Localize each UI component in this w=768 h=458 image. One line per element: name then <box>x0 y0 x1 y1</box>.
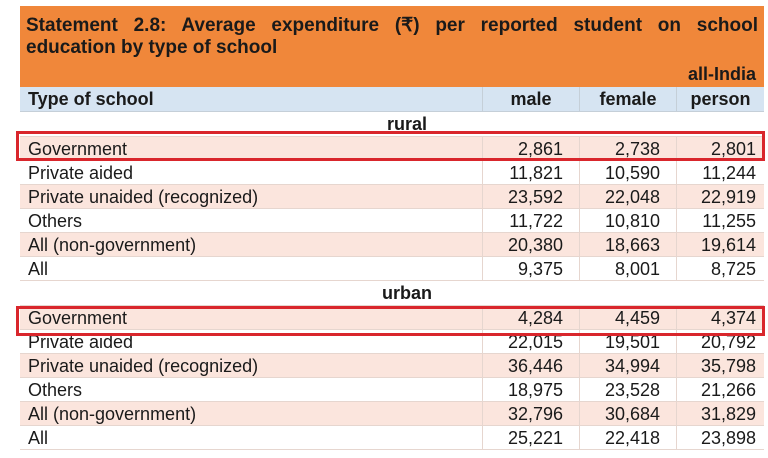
cell-type: Government <box>28 308 128 328</box>
cell-male: 4,284 <box>482 306 579 329</box>
cell-male: 32,796 <box>482 402 579 425</box>
cell-female: 18,663 <box>579 233 676 256</box>
table-title-bar: Statement 2.8: Average expenditure (₹) p… <box>20 6 764 87</box>
cell-type: All <box>28 428 49 448</box>
cell-female: 8,001 <box>579 257 676 280</box>
cell-type: All (non-government) <box>28 235 197 255</box>
expenditure-table: Statement 2.8: Average expenditure (₹) p… <box>20 6 764 450</box>
cell-female: 4,459 <box>579 306 676 329</box>
cell-female: 2,738 <box>579 137 676 160</box>
cell-type: Government <box>28 139 128 159</box>
cell-female: 22,048 <box>579 185 676 208</box>
section-urban: urban <box>20 281 764 306</box>
cell-type: Private aided <box>28 332 134 352</box>
cell-type: Private unaided (recognized) <box>28 187 259 207</box>
cell-male: 18,975 <box>482 378 579 401</box>
cell-female: 34,994 <box>579 354 676 377</box>
table-row: All (non-government) 32,796 30,684 31,829 <box>20 402 764 426</box>
region-label: all-India <box>687 64 756 84</box>
cell-male: 9,375 <box>482 257 579 280</box>
cell-female: 23,528 <box>579 378 676 401</box>
cell-type: Others <box>28 380 83 400</box>
table-header: Type of school male female person <box>20 87 764 112</box>
table-row: All 25,221 22,418 23,898 <box>20 426 764 450</box>
table-row: Private aided 11,821 10,590 11,244 <box>20 161 764 185</box>
cell-person: 23,898 <box>676 426 764 449</box>
cell-female: 10,590 <box>579 161 676 184</box>
cell-type: Private aided <box>28 163 134 183</box>
cell-person: 11,244 <box>676 161 764 184</box>
cell-person: 31,829 <box>676 402 764 425</box>
cell-person: 21,266 <box>676 378 764 401</box>
cell-male: 25,221 <box>482 426 579 449</box>
table-title: Statement 2.8: Average expenditure (₹) p… <box>26 15 758 58</box>
cell-male: 2,861 <box>482 137 579 160</box>
cell-male: 20,380 <box>482 233 579 256</box>
table-row: Private unaided (recognized) 23,592 22,048… <box>20 185 764 209</box>
cell-female: 19,501 <box>579 330 676 353</box>
table-body: rural Government 2,861 2,738 2,801 Private ai… <box>20 112 764 450</box>
cell-person: 20,792 <box>676 330 764 353</box>
cell-male: 23,592 <box>482 185 579 208</box>
section-rural: rural <box>20 112 764 137</box>
cell-male: 11,821 <box>482 161 579 184</box>
cell-person: 8,725 <box>676 257 764 280</box>
cell-person: 35,798 <box>676 354 764 377</box>
table-row: All 9,375 8,001 8,725 <box>20 257 764 281</box>
table-row: Others 11,722 10,810 11,255 <box>20 209 764 233</box>
cell-male: 36,446 <box>482 354 579 377</box>
table-row: Private aided 22,015 19,501 20,792 <box>20 330 764 354</box>
cell-type: Private unaided (recognized) <box>28 356 259 376</box>
cell-person: 19,614 <box>676 233 764 256</box>
cell-person: 11,255 <box>676 209 764 232</box>
cell-female: 30,684 <box>579 402 676 425</box>
table-row: Others 18,975 23,528 21,266 <box>20 378 764 402</box>
header-type-of-school: Type of school <box>28 89 154 109</box>
table-row: Private unaided (recognized) 36,446 34,994… <box>20 354 764 378</box>
cell-male: 11,722 <box>482 209 579 232</box>
cell-person: 2,801 <box>676 137 764 160</box>
cell-female: 10,810 <box>579 209 676 232</box>
header-male: male <box>482 87 579 111</box>
table-row: Government 4,284 4,459 4,374 <box>20 306 764 330</box>
cell-male: 22,015 <box>482 330 579 353</box>
table-row: Government 2,861 2,738 2,801 <box>20 137 764 161</box>
cell-type: All (non-government) <box>28 404 197 424</box>
cell-person: 22,919 <box>676 185 764 208</box>
header-female: female <box>579 87 676 111</box>
cell-type: All <box>28 259 49 279</box>
header-person: person <box>676 87 764 111</box>
table-row: All (non-government) 20,380 18,663 19,614 <box>20 233 764 257</box>
cell-person: 4,374 <box>676 306 764 329</box>
cell-female: 22,418 <box>579 426 676 449</box>
cell-type: Others <box>28 211 83 231</box>
